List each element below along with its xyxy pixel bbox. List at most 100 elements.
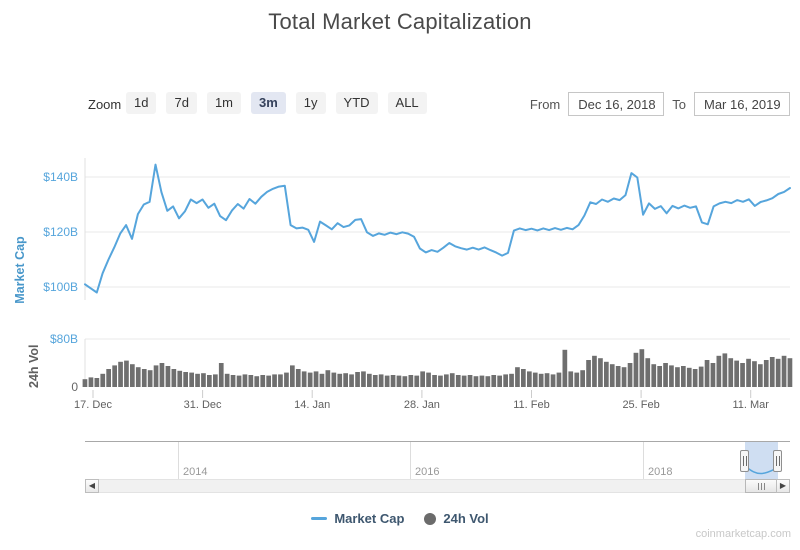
- volume-bar: [621, 367, 627, 387]
- volume-bar: [686, 367, 692, 387]
- ytick-0: 0: [71, 380, 78, 394]
- volume-bar: [781, 355, 787, 387]
- zoom-button-7d[interactable]: 7d: [166, 92, 197, 114]
- volume-bar: [740, 363, 745, 387]
- volume-bar: [787, 358, 793, 387]
- xtick-label-1: 31. Dec: [184, 399, 222, 411]
- volume-bar: [201, 373, 206, 387]
- xtick-label-2: 14. Jan: [294, 399, 330, 411]
- vol-dot-swatch: [424, 512, 437, 525]
- volume-bar: [147, 370, 153, 387]
- volume-bar: [88, 377, 94, 387]
- page-title: Total Market Capitalization: [268, 9, 532, 34]
- volume-bar: [509, 373, 514, 387]
- zoom-button-1d[interactable]: 1d: [126, 92, 157, 114]
- market-cap-series-line: [84, 163, 791, 294]
- nav-selection-window[interactable]: [744, 442, 779, 480]
- scrollbar-left-arrow[interactable]: ◀: [85, 479, 99, 493]
- volume-bar: [728, 358, 734, 387]
- legend-market-cap-label: Market Cap: [334, 511, 405, 526]
- volume-bar: [639, 349, 645, 387]
- volume-bar: [669, 365, 674, 387]
- zoom-button-all[interactable]: ALL: [387, 92, 427, 114]
- volume-bar: [704, 360, 710, 387]
- xtick-label-5: 25. Feb: [622, 399, 659, 411]
- volume-bar: [432, 375, 437, 387]
- volume-bar: [414, 375, 420, 387]
- volume-bar: [485, 376, 491, 387]
- volume-bar: [503, 374, 508, 387]
- scrollbar-right-arrow[interactable]: ▶: [776, 479, 790, 493]
- volume-bar: [675, 367, 680, 387]
- volume-bar: [189, 372, 194, 387]
- zoom-label: Zoom: [88, 97, 122, 112]
- volume-bar: [135, 367, 141, 387]
- from-date-input[interactable]: [568, 92, 665, 116]
- volume-bar: [284, 372, 289, 387]
- volume-bar: [467, 375, 473, 387]
- volume-bar: [763, 360, 769, 387]
- zoom-button-1m[interactable]: 1m: [206, 92, 241, 114]
- volume-bar: [230, 375, 236, 387]
- volume-bar: [775, 358, 781, 387]
- legend-item-market-cap[interactable]: Market Cap: [311, 511, 404, 526]
- xtick-label-0: 17. Dec: [74, 399, 112, 411]
- watermark: coinmarketcap.com: [695, 528, 791, 540]
- volume-bar: [550, 374, 556, 387]
- xtick-label-3: 28. Jan: [404, 399, 440, 411]
- volume-bar: [349, 374, 354, 387]
- zoom-button-ytd[interactable]: YTD: [335, 92, 378, 114]
- volume-bar: [248, 375, 254, 387]
- zoom-button-3m[interactable]: 3m: [251, 92, 286, 114]
- volume-bar: [604, 361, 609, 387]
- volume-bar: [592, 355, 597, 387]
- volume-bar: [402, 376, 408, 387]
- volume-bar: [752, 361, 757, 387]
- legend-item-24h-vol[interactable]: 24h Vol: [424, 511, 489, 526]
- volume-bar: [372, 375, 378, 387]
- market-cap-line-swatch: [311, 517, 328, 520]
- chart-scrollbar[interactable]: ◀ ▶: [85, 479, 790, 493]
- volume-bar: [586, 360, 591, 387]
- volume-bar: [171, 369, 177, 387]
- scrollbar-thumb[interactable]: [745, 479, 777, 493]
- volume-bar: [195, 373, 200, 387]
- volume-bar: [574, 372, 580, 387]
- zoom-button-1y[interactable]: 1y: [295, 92, 326, 114]
- volume-bar: [301, 371, 307, 387]
- volume-bar: [266, 375, 271, 387]
- volume-bar: [213, 374, 218, 387]
- volume-bar: [82, 379, 88, 387]
- volume-bar: [681, 366, 686, 387]
- ytick-140b: $140B: [43, 170, 78, 184]
- volume-bar: [159, 363, 165, 387]
- date-range-controls: From To: [530, 92, 790, 116]
- legend-24h-vol-label: 24h Vol: [443, 511, 489, 526]
- ytick-120b: $120B: [43, 225, 78, 239]
- volume-bar: [378, 374, 384, 387]
- market-cap-chart-plot[interactable]: $140B $120B $100B $80B 0 Market Cap 24h …: [0, 140, 800, 420]
- volume-bar: [260, 375, 266, 387]
- market-cap-axis-title: Market Cap: [13, 236, 27, 304]
- to-date-input[interactable]: [694, 92, 790, 116]
- volume-bar: [165, 366, 171, 387]
- volume-bar: [491, 375, 497, 387]
- nav-handle-left[interactable]: [740, 450, 749, 472]
- volume-bar: [355, 372, 360, 387]
- volume-bar: [692, 369, 698, 387]
- nav-handle-right[interactable]: [773, 450, 782, 472]
- volume-bar: [325, 370, 331, 387]
- volume-bar: [663, 363, 668, 387]
- volume-bar: [218, 363, 224, 387]
- volume-bar: [698, 366, 704, 387]
- range-navigator[interactable]: 2014 2016 2018: [85, 441, 790, 480]
- volume-bar: [645, 358, 651, 387]
- zoom-button-group: 1d 7d 1m 3m 1y YTD ALL: [126, 92, 427, 114]
- volume-bar: [331, 372, 337, 387]
- volume-bar: [313, 371, 319, 387]
- volume-bar: [272, 374, 277, 387]
- volume-bar: [746, 358, 751, 387]
- volume-bar: [390, 375, 396, 387]
- volume-bar: [207, 375, 212, 387]
- volume-bar: [295, 369, 301, 387]
